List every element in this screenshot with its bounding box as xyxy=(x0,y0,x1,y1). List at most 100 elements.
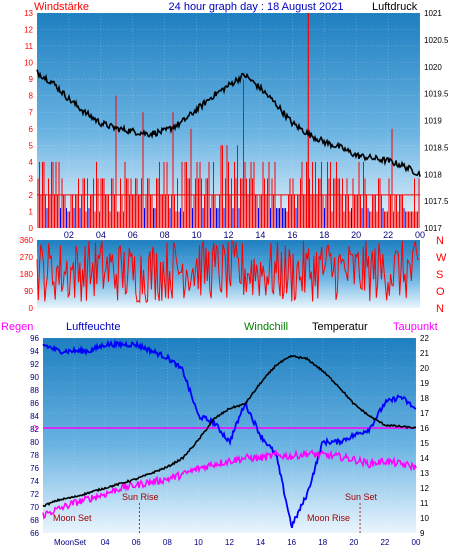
wind-pressure-plot xyxy=(36,12,421,229)
wind-tick-label: 0 xyxy=(29,224,34,233)
humidity-tick-label: 72 xyxy=(30,490,39,499)
wind-tick-label: 4 xyxy=(29,158,34,167)
x-tick-label: 08 xyxy=(163,538,172,547)
legend-taupunkt: Taupunkt xyxy=(393,321,438,333)
humidity-tick-label: 78 xyxy=(30,451,39,460)
legend-windchill: Windchill xyxy=(244,321,288,333)
x-tick-label: 04 xyxy=(101,538,110,547)
wind-axis-title: Windstärke xyxy=(34,1,89,13)
wind-tick-label: 6 xyxy=(29,125,34,134)
temperature-tick-label: 13 xyxy=(420,469,429,478)
x-tick-label: 18 xyxy=(319,230,329,240)
humidity-tick-label: 74 xyxy=(30,477,39,486)
wind-tick-label: 3 xyxy=(29,174,34,183)
x-tick-label: 16 xyxy=(287,230,297,240)
pressure-axis-title: Luftdruck xyxy=(372,1,418,13)
direction-tick-label: 270 xyxy=(20,253,34,262)
event-sun-rise: Sun Rise xyxy=(122,492,159,502)
pressure-tick-label: 1017 xyxy=(424,224,442,233)
direction-tick-label: 360 xyxy=(20,236,34,245)
dewpoint-line xyxy=(42,448,417,520)
x-tick-label: 00 xyxy=(412,538,421,547)
temperature-tick-label: 10 xyxy=(420,514,429,523)
rain-zero-label: 0 xyxy=(33,424,38,433)
wind-tick-label: 5 xyxy=(29,141,34,150)
wind-tick-label: 8 xyxy=(29,92,34,101)
x-tick-label: 02 xyxy=(64,230,74,240)
chart-title: 24 hour graph day : 18 August 2021 xyxy=(169,1,344,13)
humidity-tick-label: 82 xyxy=(30,425,39,434)
direction-tick-label: 180 xyxy=(20,270,34,279)
wind-tick-label: 9 xyxy=(29,75,34,84)
temperature-tick-label: 9 xyxy=(420,529,425,538)
humidity-tick-label: 70 xyxy=(30,503,39,512)
x-tick-label: 16 xyxy=(287,538,296,547)
wind-tick-label: 12 xyxy=(24,26,33,35)
x-tick-label: 22 xyxy=(380,538,389,547)
event-moon-rise: Moon Rise xyxy=(307,513,350,523)
x-tick-label: 20 xyxy=(349,538,358,547)
compass-label: S xyxy=(436,269,443,281)
x-tick-label: 00 xyxy=(415,230,425,240)
pressure-tick-label: 1018 xyxy=(424,170,442,179)
wind-tick-label: 13 xyxy=(24,9,33,18)
temperature-tick-label: 21 xyxy=(420,349,429,358)
x-tick-label: 12 xyxy=(225,538,234,547)
temperature-tick-label: 22 xyxy=(420,334,429,343)
pressure-line xyxy=(36,69,421,177)
humidity-tick-label: 66 xyxy=(30,529,39,538)
x-tick-label: 10 xyxy=(194,538,203,547)
temperature-tick-label: 18 xyxy=(420,394,429,403)
pressure-tick-label: 1019 xyxy=(424,117,442,126)
x-tick-label: 08 xyxy=(160,230,170,240)
temperature-tick-label: 15 xyxy=(420,439,429,448)
humidity-tick-label: 96 xyxy=(30,334,39,343)
humidity-tick-label: 68 xyxy=(30,516,39,525)
x-tick-label: 14 xyxy=(256,538,265,547)
wind-direction-plot xyxy=(36,239,420,309)
x-tick-label: 22 xyxy=(383,230,393,240)
temperature-tick-label: 11 xyxy=(420,499,429,508)
legend-luftfeuchte: Luftfeuchte xyxy=(66,321,120,333)
wind-tick-label: 2 xyxy=(29,191,34,200)
legend-temperatur: Temperatur xyxy=(312,321,368,333)
event-moon-set: Moon Set xyxy=(53,513,92,523)
compass-label: W xyxy=(436,252,447,264)
pressure-tick-label: 1020.5 xyxy=(424,36,449,45)
wind-tick-label: 1 xyxy=(29,207,34,216)
humidity-tick-label: 90 xyxy=(30,373,39,382)
pressure-tick-label: 1018.5 xyxy=(424,143,449,152)
wind-tick-label: 7 xyxy=(29,108,34,117)
temperature-tick-label: 14 xyxy=(420,454,429,463)
humidity-tick-label: 84 xyxy=(30,412,39,421)
humidity-tick-label: 80 xyxy=(30,438,39,447)
humidity-tick-label: 92 xyxy=(30,360,39,369)
x-tick-label: 12 xyxy=(223,230,233,240)
x-tick-label: 06 xyxy=(128,230,138,240)
direction-line xyxy=(36,239,420,304)
pressure-tick-label: 1017.5 xyxy=(424,197,449,206)
compass-label: N xyxy=(436,235,444,247)
humidity-tick-label: 88 xyxy=(30,386,39,395)
x-tick-label: 14 xyxy=(255,230,265,240)
compass-label: O xyxy=(436,286,445,298)
pressure-tick-label: 1020 xyxy=(424,63,442,72)
humidity-tick-label: 94 xyxy=(30,347,39,356)
x-tick-label: 18 xyxy=(318,538,327,547)
x-tick-label: 10 xyxy=(192,230,202,240)
wind-tick-label: 10 xyxy=(24,59,33,68)
temperature-tick-label: 12 xyxy=(420,484,429,493)
direction-tick-label: 0 xyxy=(29,304,34,313)
temperature-tick-label: 19 xyxy=(420,379,429,388)
temperature-tick-label: 20 xyxy=(420,364,429,373)
temp-humidity-plot xyxy=(42,337,417,534)
legend-regen: Regen xyxy=(1,321,33,333)
humidity-tick-label: 86 xyxy=(30,399,39,408)
pressure-tick-label: 1021 xyxy=(424,9,442,18)
pressure-tick-label: 1019.5 xyxy=(424,90,449,99)
event-moonset-axis: MoonSet xyxy=(54,538,87,547)
temperature-line xyxy=(42,354,417,508)
humidity-tick-label: 76 xyxy=(30,464,39,473)
x-tick-label: 20 xyxy=(351,230,361,240)
